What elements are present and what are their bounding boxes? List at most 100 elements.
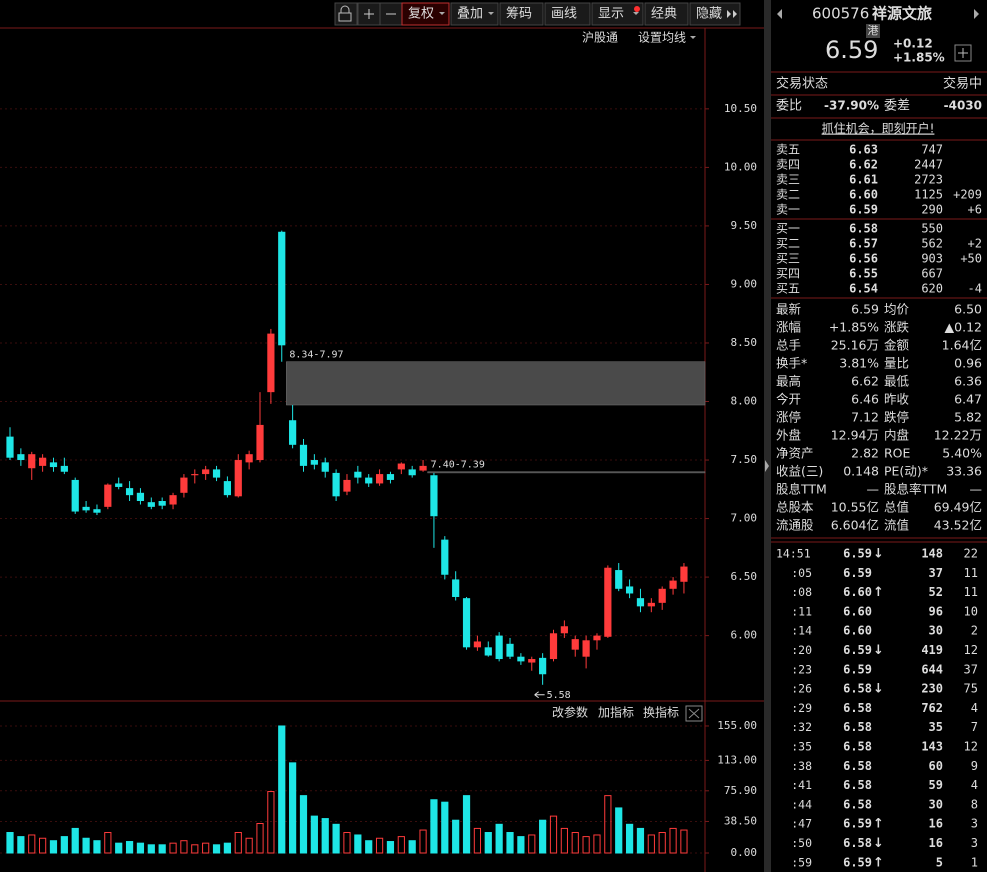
book-change: -4 <box>968 282 982 296</box>
period-low-label: 5.58 <box>547 690 571 701</box>
candle-body <box>223 481 231 496</box>
close-indicator-button[interactable] <box>685 705 703 722</box>
volume-bar <box>223 842 232 854</box>
stat-label: 总值 <box>884 500 909 515</box>
candle-body <box>408 469 416 476</box>
open-account-banner[interactable]: 抓住机会，即刻开户! <box>822 121 935 136</box>
candle-body <box>430 475 438 517</box>
tick-time: :44 <box>791 797 812 811</box>
tick-price: 6.58 <box>843 778 872 792</box>
indicator-button[interactable]: 改参数 <box>552 705 588 720</box>
book-volume: 747 <box>921 143 943 157</box>
toolbar-button[interactable] <box>450 2 499 26</box>
candle-body <box>549 633 558 660</box>
y-tick-label: 155.00 <box>717 719 757 732</box>
chart-link[interactable]: 沪股通 <box>582 31 618 45</box>
stat-label: 今开 <box>776 392 801 407</box>
status: 交易中 <box>943 76 982 92</box>
toolbar-button[interactable] <box>689 2 741 26</box>
volume-bar <box>680 829 688 854</box>
diff-label: 委差 <box>884 99 910 114</box>
tick-price: 6.60 <box>843 624 872 638</box>
toolbar-label: 隐藏 <box>696 7 722 22</box>
book-price: 6.55 <box>849 267 878 281</box>
tick-arrow: ↓ <box>873 643 884 658</box>
candle-body <box>397 463 405 470</box>
book-price: 6.63 <box>849 143 878 157</box>
indicator-button[interactable]: 加指标 <box>598 705 634 720</box>
tick-price: 6.59 <box>843 643 872 657</box>
toolbar-button[interactable] <box>591 2 644 26</box>
toolbar-button[interactable] <box>499 2 544 26</box>
candle-body <box>615 570 623 589</box>
candle-body <box>441 539 449 575</box>
volume-bar <box>299 795 308 854</box>
prev-stock[interactable] <box>777 9 782 19</box>
y-tick-label: 9.50 <box>731 219 758 232</box>
stock-code: 600576 <box>812 5 869 23</box>
stat-value: 6.36 <box>954 374 982 389</box>
tick-time: :23 <box>791 662 812 676</box>
stat-value: — <box>867 482 880 497</box>
tick-volume: 35 <box>929 720 943 734</box>
side-splitter[interactable] <box>764 0 771 872</box>
volume-bar <box>408 840 416 854</box>
chart-link[interactable]: 设置均线 <box>638 31 686 45</box>
toolbar-label: 叠加 <box>457 7 483 22</box>
volume-bar <box>441 801 449 854</box>
volume-bar <box>6 832 14 854</box>
tick-count: 3 <box>971 817 978 831</box>
stat-label: 股息TTM <box>776 482 827 497</box>
stat-value: +1.85% <box>829 320 879 335</box>
candle-body <box>169 495 177 505</box>
tick-volume: 30 <box>929 624 943 638</box>
diff: -4030 <box>944 99 982 113</box>
ratio: -37.90% <box>824 99 879 113</box>
tick-volume: 60 <box>929 759 943 773</box>
volume-bar <box>191 844 199 854</box>
y-tick-label: 9.00 <box>731 277 758 290</box>
dropdown-arrow <box>488 12 494 15</box>
volume-bar <box>647 834 655 854</box>
tick-count: 1 <box>971 855 978 869</box>
volume-bar <box>582 836 590 854</box>
stat-value: 12.94万 <box>831 428 879 443</box>
candle-body <box>452 579 460 597</box>
tick-arrow: ↓ <box>873 836 884 851</box>
tick-price: 6.58 <box>843 682 872 696</box>
candle-body <box>256 424 264 461</box>
dropdown-arrow <box>439 12 445 15</box>
candle-body <box>365 477 373 484</box>
volume-bar <box>310 815 318 854</box>
indicator-button[interactable]: 换指标 <box>643 705 679 720</box>
book-volume: 562 <box>921 237 943 251</box>
candle-body <box>245 454 253 463</box>
hk-tag-box <box>866 24 880 38</box>
stat-label: 最高 <box>776 374 801 389</box>
stat-value: 5.82 <box>954 410 982 425</box>
candle-body <box>39 457 47 466</box>
next-stock[interactable] <box>974 9 979 19</box>
volume-bar <box>104 832 112 854</box>
stat-label: 总股本 <box>776 500 814 515</box>
book-volume: 290 <box>921 203 943 217</box>
y-tick-label: 7.50 <box>731 453 758 466</box>
toolbar-button[interactable] <box>644 2 689 26</box>
candle-body <box>60 465 68 472</box>
candle-body <box>680 566 688 582</box>
volume-bar <box>452 819 460 854</box>
volume-bar <box>625 823 634 854</box>
stat-value: 6.47 <box>954 392 982 407</box>
candle-body <box>299 444 308 466</box>
stat-value: 12.22万 <box>934 428 982 443</box>
candle-body <box>506 643 514 657</box>
volume-bar <box>28 834 36 854</box>
toolbar-button[interactable] <box>401 2 450 26</box>
toolbar-label: 经典 <box>651 7 677 22</box>
volume-bar <box>571 832 579 854</box>
candle-body <box>604 567 612 637</box>
toolbar-button[interactable] <box>544 2 591 26</box>
volume-bar <box>39 837 47 854</box>
add-watch-button[interactable] <box>954 44 972 62</box>
book-change: +2 <box>968 237 982 251</box>
